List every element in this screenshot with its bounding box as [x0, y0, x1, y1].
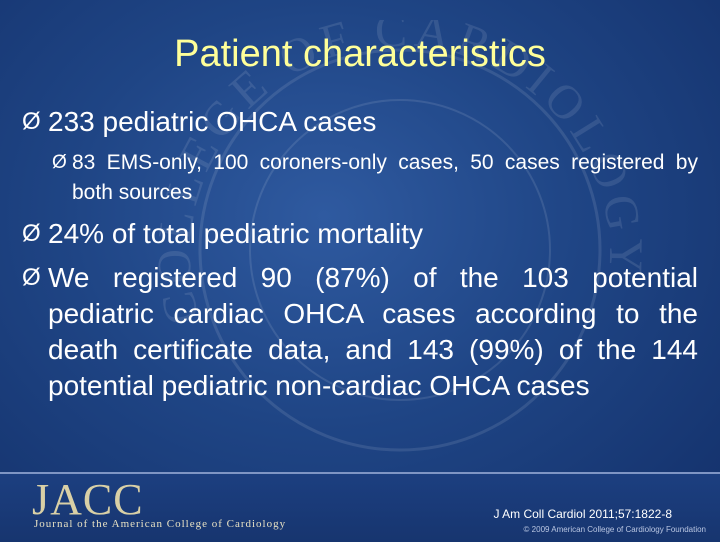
bullet-text: 24% of total pediatric mortality	[48, 218, 424, 249]
bullet-arrow-icon: Ø	[22, 108, 41, 135]
bullet-arrow-icon: Ø	[22, 220, 41, 247]
sub-bullet-sources: Ø 83 EMS-only, 100 coroners-only cases, …	[52, 148, 698, 208]
bullet-text: 83 EMS-only, 100 coroners-only cases, 50…	[72, 151, 698, 204]
jacc-logo: JACC	[32, 475, 144, 524]
slide-title: Patient characteristics	[174, 33, 546, 75]
footer-band	[0, 472, 720, 542]
journal-name: Journal of the American College of Cardi…	[34, 518, 287, 530]
copyright: © 2009 American College of Cardiology Fo…	[523, 525, 706, 534]
bullet-list: Ø 233 pediatric OHCA cases Ø 83 EMS-only…	[22, 104, 698, 412]
bullet-mortality: Ø 24% of total pediatric mortality	[22, 216, 698, 252]
bullet-text: 233 pediatric OHCA cases	[48, 106, 377, 137]
bullet-arrow-icon: Ø	[22, 264, 41, 291]
bullet-registered: Ø We registered 90 (87%) of the 103 pote…	[22, 260, 698, 404]
bullet-arrow-icon: Ø	[52, 152, 67, 173]
bullet-text: We registered 90 (87%) of the 103 potent…	[48, 262, 698, 401]
citation: J Am Coll Cardiol 2011;57:1822-8	[493, 507, 672, 521]
college-seal-watermark: COLLEGE OF CARDIOLOGY	[147, 20, 646, 452]
bullet-total-cases: Ø 233 pediatric OHCA cases	[22, 104, 698, 140]
